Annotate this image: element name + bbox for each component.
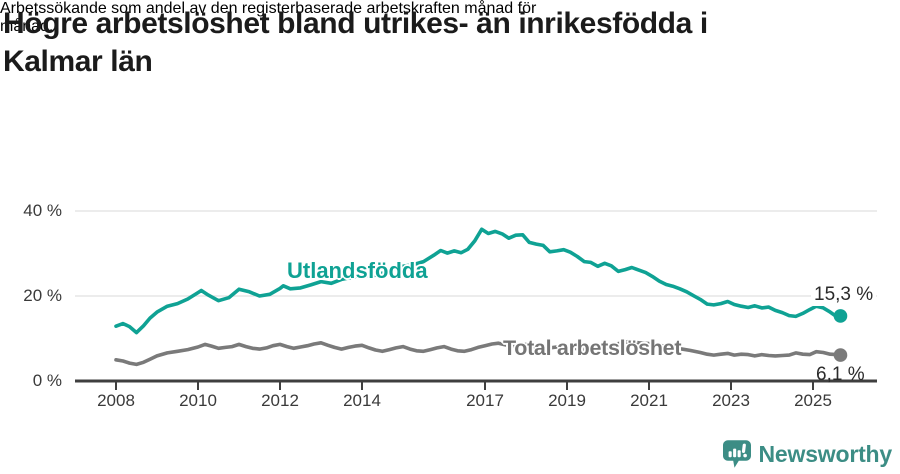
x-axis-tick-label-2025: 2025 <box>794 391 832 410</box>
chart-title: Högre arbetslöshet bland utrikes- än inr… <box>3 5 863 81</box>
x-axis-tick-label-2010: 2010 <box>179 391 217 410</box>
end-value-label-utlandsfodda: 15,3 % <box>811 284 877 306</box>
series-line-total-arbetsloshet <box>114 339 843 367</box>
series-line-utlandsfodda <box>114 227 843 335</box>
chart-subtitle-line1: Arbetssökande som andel av den registerb… <box>0 0 537 17</box>
chart-title-line2: Kalmar län <box>3 45 153 78</box>
series-label-total-arbetsloshet: Total arbetslöshet <box>503 336 682 360</box>
x-axis-tick-label-2014: 2014 <box>343 391 381 410</box>
series-end-dot-utlandsfodda <box>833 309 848 323</box>
newsworthy-chart-bubble-icon <box>722 440 751 468</box>
x-axis-tick-label-2012: 2012 <box>261 391 299 410</box>
x-axis-tick-label-2017: 2017 <box>466 391 504 410</box>
y-axis-tick-label-40: 40 % <box>23 201 62 220</box>
y-axis-tick-label-0: 0 % <box>32 371 62 390</box>
y-axis-tick-label-20: 20 % <box>23 286 62 305</box>
newsworthy-logo-text: Newsworthy <box>758 440 893 467</box>
newsworthy-logo: Newsworthy <box>722 439 892 469</box>
chart-subtitle-line2: månad. <box>0 18 54 35</box>
series-label-utlandsfodda: Utlandsfödda <box>287 258 428 283</box>
series-end-dot-total-arbetsloshet <box>833 348 848 362</box>
x-axis-tick-label-2019: 2019 <box>548 391 586 410</box>
x-axis-tick-label-2008: 2008 <box>97 391 135 410</box>
chart-title-line1: Högre arbetslöshet bland utrikes- än inr… <box>3 7 708 40</box>
x-axis-tick-label-2021: 2021 <box>630 391 668 410</box>
end-value-label-total-arbetsloshet: 6,1 % <box>816 364 865 385</box>
x-axis-tick-label-2023: 2023 <box>712 391 750 410</box>
